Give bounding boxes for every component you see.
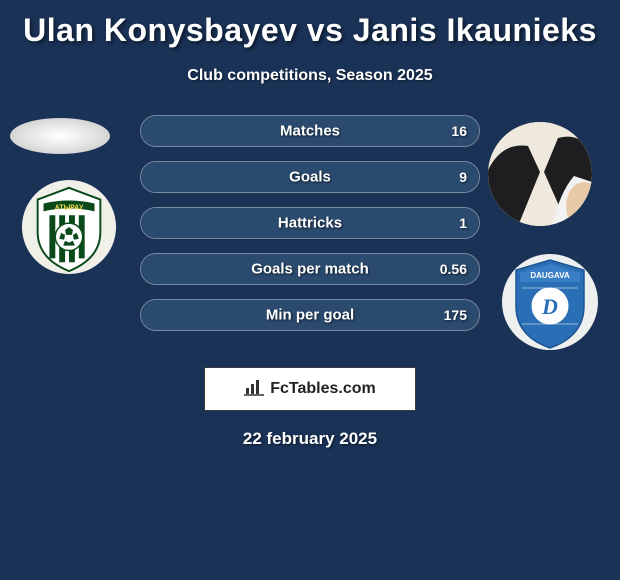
stats-area: Matches 16 Goals 9 Hattricks 1 Goals per… [0,115,620,355]
stat-label: Min per goal [141,307,479,324]
stat-row-goals: Goals 9 [140,161,480,193]
brand-box: FcTables.com [204,367,416,411]
brand-text: FcTables.com [270,380,376,398]
date-text: 22 february 2025 [0,429,620,449]
stat-value-right: 0.56 [440,261,467,277]
stat-row-mpg: Min per goal 175 [140,299,480,331]
page-title: Ulan Konysbayev vs Janis Ikaunieks [0,0,620,49]
stat-row-matches: Matches 16 [140,115,480,147]
stat-label: Hattricks [141,215,479,232]
stat-value-right: 175 [444,307,467,323]
stat-value-right: 1 [459,215,467,231]
stat-label: Goals [141,169,479,186]
stat-label: Matches [141,123,479,140]
chart-bars-icon [244,378,264,401]
stat-value-right: 9 [459,169,467,185]
stat-row-hattricks: Hattricks 1 [140,207,480,239]
stat-row-gpm: Goals per match 0.56 [140,253,480,285]
stat-bars: Matches 16 Goals 9 Hattricks 1 Goals per… [140,115,480,345]
stat-label: Goals per match [141,261,479,278]
stat-value-right: 16 [451,123,467,139]
subtitle: Club competitions, Season 2025 [0,67,620,85]
